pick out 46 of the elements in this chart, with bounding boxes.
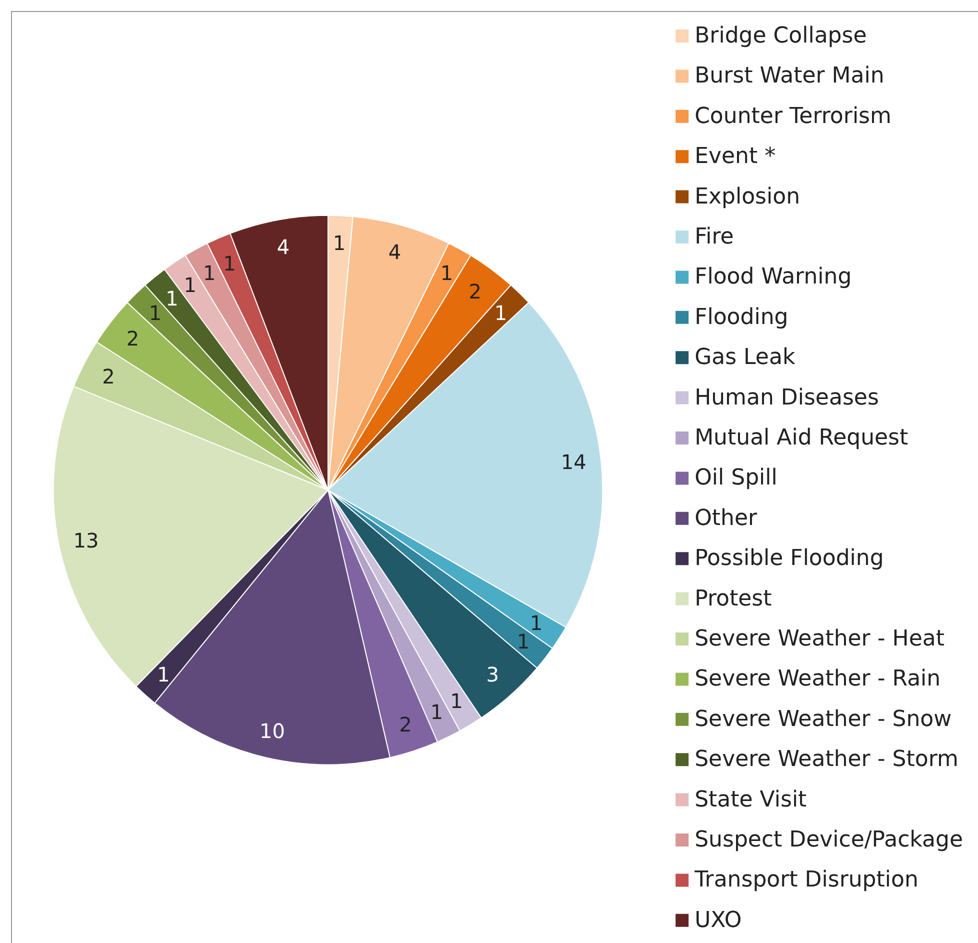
legend-label: Severe Weather - Heat	[694, 626, 945, 652]
data-label: 2	[468, 279, 482, 304]
data-label: 1	[202, 261, 216, 286]
legend-label: Severe Weather - Rain	[694, 666, 941, 692]
data-label: 1	[223, 251, 236, 276]
data-label: 1	[148, 301, 162, 326]
data-label: 2	[126, 326, 140, 350]
data-label: 1	[332, 231, 346, 256]
legend-label: UXO	[694, 908, 742, 933]
data-label: 1	[166, 286, 178, 310]
legend-label: Other	[694, 506, 758, 531]
legend-label: Event *	[694, 144, 776, 170]
legend-label: Bridge Collapse	[694, 24, 867, 48]
data-label: 13	[73, 528, 99, 552]
data-label: 2	[399, 712, 412, 737]
data-label: 1	[430, 700, 444, 724]
legend-label: Mutual Aid Request	[694, 426, 909, 450]
legend-label: Severe Weather - Storm	[694, 747, 958, 772]
data-label: 1	[157, 662, 170, 686]
legend-label: Severe Weather - Snow	[694, 706, 952, 732]
legend-label: State Visit	[694, 787, 808, 812]
legend-label: Flooding	[694, 304, 788, 330]
data-label: 2	[102, 364, 115, 388]
legend-label: Human Diseases	[694, 385, 879, 410]
legend-label: Possible Flooding	[694, 546, 884, 572]
data-label: 4	[388, 240, 402, 264]
data-label: 1	[440, 261, 454, 286]
data-label: 10	[259, 718, 285, 743]
data-label: 3	[486, 662, 499, 686]
data-label: 1	[184, 272, 196, 297]
legend-label: Flood Warning	[694, 264, 852, 290]
data-label: 1	[494, 301, 508, 326]
data-label: 4	[276, 234, 290, 259]
legend-label: Burst Water Main	[694, 64, 884, 89]
data-label: 14	[560, 450, 586, 474]
legend-label: Gas Leak	[694, 345, 796, 370]
legend-label: Suspect Device/Package	[694, 828, 964, 852]
data-label: 1	[530, 611, 543, 636]
data-label: 1	[450, 689, 463, 714]
legend-label: Transport Disruption	[694, 868, 918, 893]
data-label: 1	[516, 630, 530, 654]
legend-label: Protest	[694, 586, 772, 612]
legend-label: Counter Terrorism	[694, 104, 892, 129]
legend-label: Explosion	[694, 184, 800, 210]
legend-label: Oil Spill	[694, 466, 778, 491]
legend-label: Fire	[694, 224, 734, 250]
